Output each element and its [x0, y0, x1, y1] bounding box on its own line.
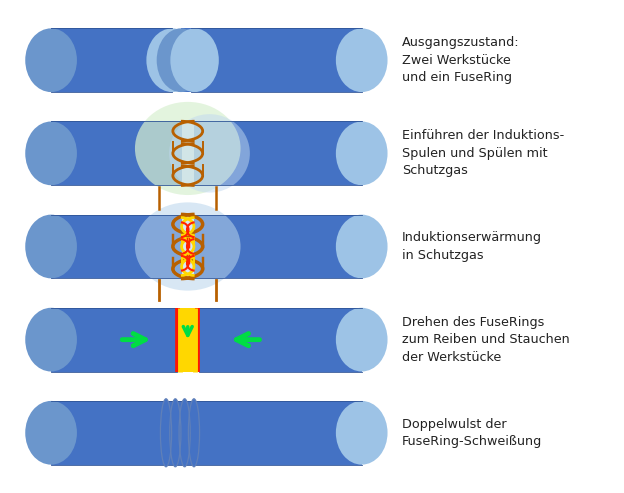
Bar: [181, 29, 195, 92]
Ellipse shape: [147, 29, 198, 92]
Bar: [51, 308, 177, 372]
Ellipse shape: [25, 121, 77, 185]
Ellipse shape: [160, 399, 172, 467]
Ellipse shape: [169, 114, 250, 193]
Bar: [194, 214, 362, 279]
Ellipse shape: [25, 308, 77, 372]
Text: Einführen der Induktions-
Spulen und Spülen mit
Schutzgas: Einführen der Induktions- Spulen und Spü…: [402, 129, 564, 177]
Bar: [51, 401, 362, 464]
Ellipse shape: [170, 399, 181, 467]
Ellipse shape: [188, 399, 200, 467]
Text: Doppelwulst der
FuseRing-Schweißung: Doppelwulst der FuseRing-Schweißung: [402, 418, 542, 448]
Text: Induktionserwärmung
in Schutzgas: Induktionserwärmung in Schutzgas: [402, 231, 542, 262]
Ellipse shape: [336, 308, 388, 372]
Bar: [51, 121, 182, 185]
Ellipse shape: [157, 29, 205, 92]
Ellipse shape: [336, 29, 388, 92]
Text: Ausgangszustand:
Zwei Werkstücke
und ein FuseRing: Ausgangszustand: Zwei Werkstücke und ein…: [402, 36, 520, 84]
Ellipse shape: [336, 401, 388, 464]
Ellipse shape: [25, 29, 77, 92]
Ellipse shape: [179, 399, 190, 467]
Ellipse shape: [25, 214, 77, 279]
Ellipse shape: [135, 102, 241, 195]
Bar: [51, 214, 182, 279]
Bar: [199, 308, 362, 372]
Ellipse shape: [336, 121, 388, 185]
Bar: [51, 29, 172, 92]
Ellipse shape: [25, 401, 77, 464]
Bar: [180, 308, 195, 372]
Ellipse shape: [170, 29, 219, 92]
Ellipse shape: [135, 203, 241, 290]
Bar: [194, 121, 362, 185]
Text: Drehen des FuseRings
zum Reiben und Stauchen
der Werkstücke: Drehen des FuseRings zum Reiben und Stau…: [402, 316, 570, 364]
Ellipse shape: [336, 214, 388, 279]
Bar: [191, 29, 362, 92]
